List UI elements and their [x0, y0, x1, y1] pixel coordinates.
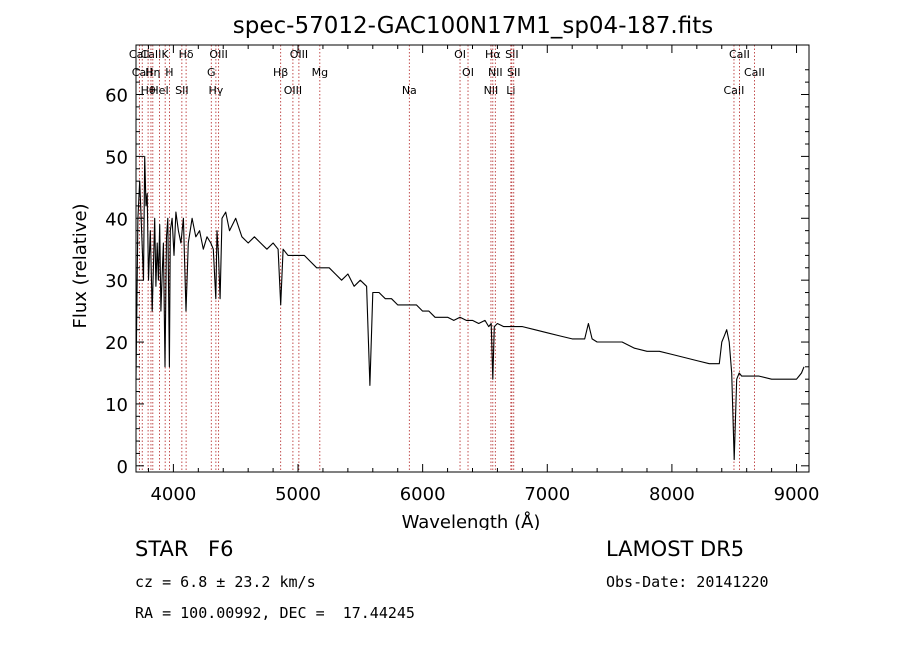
line-marker-label: Hδ — [179, 48, 194, 61]
line-marker-label: OI — [454, 48, 466, 61]
y-tick-label: 10 — [105, 395, 128, 416]
line-marker-label: OIII — [290, 48, 308, 61]
line-marker-label: CaII — [744, 66, 765, 79]
line-marker-label: OIII — [284, 84, 302, 97]
line-marker-label: SII — [507, 66, 520, 79]
line-marker-label: Hβ — [273, 66, 288, 79]
y-axis: 0 10 20 30 40 50 60 — [105, 69, 809, 478]
spectrum-series — [135, 155, 805, 461]
line-marker-label: CaII — [729, 48, 750, 61]
x-tick-label: 6000 — [400, 484, 446, 505]
observation-date: Obs-Date: 20141220 — [606, 573, 769, 591]
line-marker-label: NII — [484, 84, 499, 97]
line-marker-label: Hη — [145, 66, 160, 79]
x-tick-label: 4000 — [150, 484, 196, 505]
spectrum-line — [135, 155, 805, 461]
survey-name: LAMOST DR5 — [606, 537, 745, 561]
y-tick-label: 30 — [105, 271, 128, 292]
line-marker-label: Li — [506, 84, 515, 97]
line-marker-label: Hα — [485, 48, 501, 61]
line-marker-label: OIII — [209, 48, 227, 61]
y-axis-label: Flux (relative) — [70, 203, 91, 328]
coordinates: RA = 100.00992, DEC = 17.44245 — [135, 604, 415, 622]
line-marker-label: K — [162, 48, 170, 61]
y-tick-label: 60 — [105, 86, 128, 107]
line-marker-label: H — [165, 66, 173, 79]
x-tick-label: 7000 — [524, 484, 570, 505]
x-tick-label: 9000 — [774, 484, 820, 505]
spectrum-chart: spec-57012-GAC100N17M1_sp04-187.fits CaI… — [70, 13, 820, 530]
line-marker-label: CaII — [140, 48, 161, 61]
line-marker-label: Na — [402, 84, 417, 97]
y-tick-label: 50 — [105, 147, 128, 168]
x-axis-label: Wavelength (Å) — [402, 511, 541, 530]
line-marker-label: CaII — [132, 66, 153, 79]
line-marker-label: G — [207, 66, 216, 79]
line-markers: CaIICaIIHθCaIIHηHeIKHSIIHδGHγOIIIHβOIIIO… — [129, 45, 765, 472]
line-marker-label: Mg — [312, 66, 328, 79]
y-tick-label: 40 — [105, 209, 128, 230]
line-marker-label: OI — [462, 66, 474, 79]
x-tick-label: 5000 — [275, 484, 321, 505]
redshift-cz: cz = 6.8 ± 23.2 km/s — [135, 573, 316, 591]
line-marker-label: HeI — [150, 84, 168, 97]
line-marker-label: CaII — [129, 48, 150, 61]
line-marker-label: CaII — [724, 84, 745, 97]
y-tick-label: 20 — [105, 333, 128, 354]
line-marker-label: NII — [488, 66, 503, 79]
plot-frame — [135, 44, 810, 473]
line-marker-label: Hγ — [208, 84, 223, 97]
x-tick-label: 8000 — [649, 484, 695, 505]
object-class: STAR — [135, 537, 189, 561]
x-axis: 4000 5000 6000 7000 8000 9000 — [147, 45, 820, 505]
line-marker-label: SII — [505, 48, 518, 61]
line-marker-label: Hθ — [141, 84, 156, 97]
y-tick-label: 0 — [117, 457, 128, 478]
chart-title: spec-57012-GAC100N17M1_sp04-187.fits — [233, 13, 713, 39]
object-subclass: F6 — [208, 537, 234, 561]
line-marker-label: SII — [175, 84, 188, 97]
